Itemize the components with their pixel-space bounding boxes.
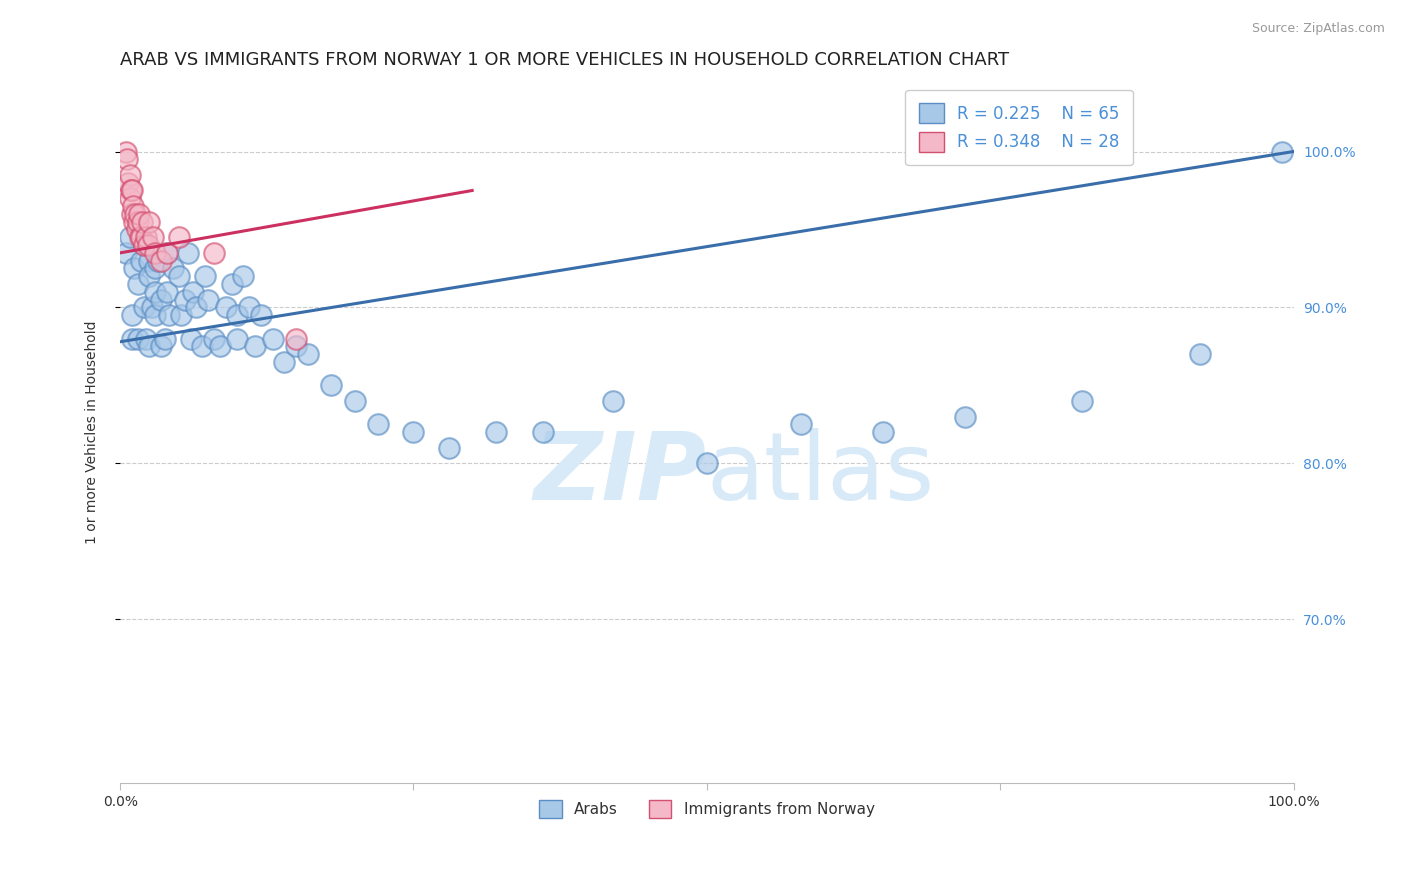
Point: [122, 199, 145, 213]
Text: Source: ZipAtlas.com: Source: ZipAtlas.com: [1251, 22, 1385, 36]
Point: [129, 253, 152, 268]
Point: [156, 245, 179, 260]
Point: [1188, 347, 1211, 361]
Point: [132, 301, 155, 315]
Point: [157, 308, 180, 322]
Point: [173, 293, 195, 307]
Point: [121, 332, 143, 346]
Point: [143, 261, 166, 276]
Point: [321, 378, 343, 392]
Point: [125, 222, 148, 236]
Point: [238, 301, 260, 315]
Point: [132, 238, 155, 252]
Text: ARAB VS IMMIGRANTS FROM NORWAY 1 OR MORE VEHICLES IN HOUSEHOLD CORRELATION CHART: ARAB VS IMMIGRANTS FROM NORWAY 1 OR MORE…: [120, 51, 1010, 69]
Point: [115, 245, 138, 260]
Point: [186, 301, 208, 315]
Point: [243, 339, 266, 353]
Point: [872, 425, 894, 440]
Point: [194, 269, 217, 284]
Point: [191, 339, 214, 353]
Point: [127, 277, 149, 291]
Point: [143, 285, 166, 299]
Point: [150, 253, 173, 268]
Point: [146, 253, 169, 268]
Point: [1071, 394, 1094, 409]
Point: [402, 425, 425, 440]
Point: [150, 293, 173, 307]
Point: [131, 215, 153, 229]
Point: [124, 207, 146, 221]
Point: [1271, 145, 1294, 159]
Point: [115, 145, 138, 159]
Text: atlas: atlas: [707, 428, 935, 520]
Point: [226, 332, 249, 346]
Point: [202, 245, 225, 260]
Point: [129, 230, 152, 244]
Point: [531, 425, 554, 440]
Point: [221, 277, 243, 291]
Point: [167, 230, 190, 244]
Point: [138, 215, 160, 229]
Point: [232, 269, 254, 284]
Point: [138, 253, 160, 268]
Point: [153, 332, 176, 346]
Legend: Arabs, Immigrants from Norway: Arabs, Immigrants from Norway: [533, 794, 880, 824]
Point: [273, 355, 295, 369]
Point: [343, 394, 366, 409]
Point: [136, 238, 159, 252]
Point: [121, 207, 143, 221]
Point: [162, 261, 184, 276]
Point: [129, 230, 152, 244]
Point: [197, 293, 219, 307]
Point: [135, 230, 157, 244]
Point: [156, 285, 179, 299]
Point: [789, 417, 811, 432]
Point: [135, 332, 157, 346]
Point: [208, 339, 231, 353]
Point: [132, 238, 155, 252]
Point: [484, 425, 506, 440]
Point: [121, 184, 143, 198]
Point: [215, 301, 238, 315]
Point: [150, 339, 173, 353]
Point: [120, 184, 142, 198]
Point: [297, 347, 319, 361]
Point: [250, 308, 273, 322]
Point: [177, 245, 200, 260]
Point: [138, 269, 160, 284]
Point: [262, 332, 284, 346]
Point: [156, 245, 179, 260]
Point: [696, 456, 718, 470]
Point: [128, 207, 150, 221]
Point: [118, 191, 141, 205]
Point: [285, 339, 308, 353]
Point: [953, 409, 976, 424]
Point: [117, 176, 139, 190]
Point: [122, 215, 145, 229]
Text: ZIP: ZIP: [534, 428, 707, 520]
Point: [118, 168, 141, 182]
Point: [367, 417, 389, 432]
Point: [127, 215, 149, 229]
Point: [121, 308, 143, 322]
Point: [180, 332, 202, 346]
Point: [170, 308, 193, 322]
Point: [141, 301, 163, 315]
Point: [122, 261, 145, 276]
Point: [118, 230, 141, 244]
Y-axis label: 1 or more Vehicles in Household: 1 or more Vehicles in Household: [86, 320, 100, 544]
Point: [285, 332, 308, 346]
Point: [138, 339, 160, 353]
Point: [127, 332, 149, 346]
Point: [602, 394, 624, 409]
Point: [202, 332, 225, 346]
Point: [181, 285, 204, 299]
Point: [142, 230, 165, 244]
Point: [167, 269, 190, 284]
Point: [115, 153, 138, 167]
Point: [226, 308, 249, 322]
Point: [437, 441, 460, 455]
Point: [143, 245, 166, 260]
Point: [143, 308, 166, 322]
